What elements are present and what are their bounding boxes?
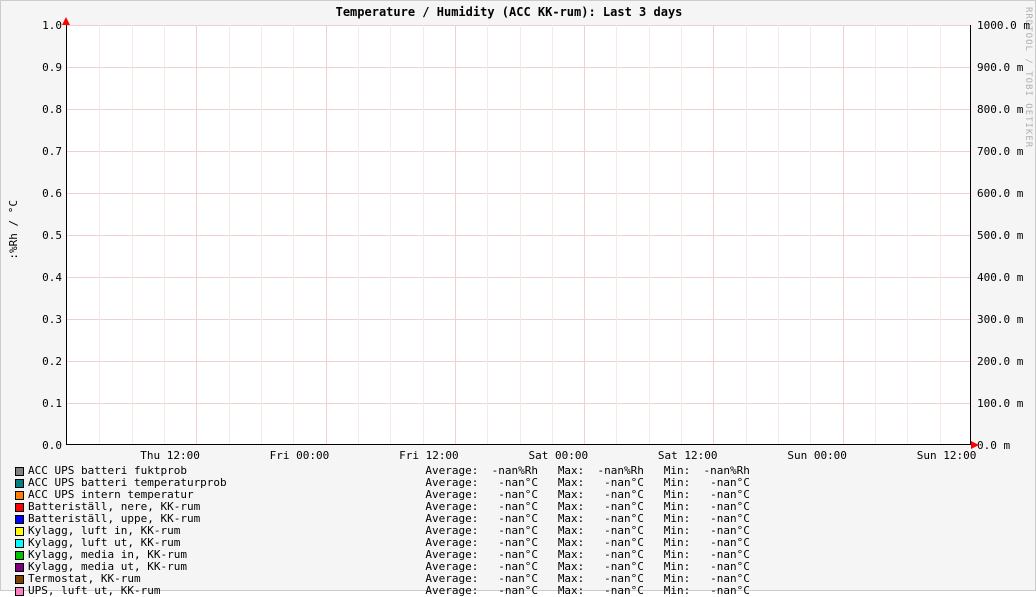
grid-line-vertical xyxy=(99,25,100,444)
grid-line-vertical xyxy=(229,25,230,444)
grid-line-horizontal xyxy=(67,361,970,362)
y-tick-right: 100.0 m xyxy=(977,397,1023,410)
y-tick-left: 0.9 xyxy=(32,61,62,74)
grid-line-horizontal xyxy=(67,277,970,278)
y-tick-right: 400.0 m xyxy=(977,271,1023,284)
grid-line-vertical xyxy=(584,25,585,444)
y-tick-right: 200.0 m xyxy=(977,355,1023,368)
y-tick-left: 0.0 xyxy=(32,439,62,452)
grid-line-horizontal xyxy=(67,403,970,404)
x-tick: Sat 00:00 xyxy=(523,449,593,462)
y-tick-left: 0.5 xyxy=(32,229,62,242)
grid-line-vertical xyxy=(326,25,327,444)
x-tick: Sun 00:00 xyxy=(782,449,852,462)
y-tick-right: 600.0 m xyxy=(977,187,1023,200)
grid-line-vertical xyxy=(843,25,844,444)
y-tick-right: 500.0 m xyxy=(977,229,1023,242)
grid-line-vertical xyxy=(261,25,262,444)
grid-line-vertical xyxy=(293,25,294,444)
grid-line-horizontal xyxy=(67,235,970,236)
y-tick-right: 300.0 m xyxy=(977,313,1023,326)
y-tick-left: 1.0 xyxy=(32,19,62,32)
legend-swatch xyxy=(15,467,24,476)
grid-line-vertical xyxy=(940,25,941,444)
y-tick-left: 0.4 xyxy=(32,271,62,284)
legend-row: UPS, luft ut, KK-rum Average: -nan°C Max… xyxy=(15,585,750,597)
grid-line-vertical xyxy=(778,25,779,444)
chart-title: Temperature / Humidity (ACC KK-rum): Las… xyxy=(1,5,1017,19)
grid-line-vertical xyxy=(907,25,908,444)
plot-area xyxy=(66,25,971,445)
grid-line-vertical xyxy=(810,25,811,444)
y-tick-right: 800.0 m xyxy=(977,103,1023,116)
y-tick-right: 900.0 m xyxy=(977,61,1023,74)
legend-min: Min: -nan°C xyxy=(664,585,750,597)
legend-swatch xyxy=(15,491,24,500)
grid-line-vertical xyxy=(520,25,521,444)
grid-line-vertical xyxy=(196,25,197,444)
legend-swatch xyxy=(15,515,24,524)
grid-line-horizontal xyxy=(67,67,970,68)
legend-swatch xyxy=(15,527,24,536)
legend-swatch xyxy=(15,587,24,596)
x-tick: Thu 12:00 xyxy=(135,449,205,462)
axis-arrow-right-icon xyxy=(971,441,979,449)
x-tick: Fri 12:00 xyxy=(394,449,464,462)
grid-line-vertical xyxy=(164,25,165,444)
legend-series-name: UPS, luft ut, KK-rum xyxy=(28,585,425,597)
grid-line-vertical xyxy=(455,25,456,444)
grid-line-vertical xyxy=(746,25,747,444)
y-tick-left: 0.1 xyxy=(32,397,62,410)
legend-max: Max: -nan°C xyxy=(558,585,664,597)
grid-line-vertical xyxy=(713,25,714,444)
grid-line-vertical xyxy=(390,25,391,444)
legend-average: Average: -nan°C xyxy=(425,585,557,597)
grid-line-vertical xyxy=(552,25,553,444)
legend: ACC UPS batteri fuktprob Average: -nan%R… xyxy=(15,465,750,597)
grid-line-vertical xyxy=(358,25,359,444)
y-tick-right: 700.0 m xyxy=(977,145,1023,158)
grid-line-vertical xyxy=(649,25,650,444)
legend-swatch xyxy=(15,563,24,572)
y-tick-left: 0.8 xyxy=(32,103,62,116)
legend-swatch xyxy=(15,479,24,488)
grid-line-horizontal xyxy=(67,25,970,26)
grid-line-horizontal xyxy=(67,319,970,320)
grid-line-vertical xyxy=(132,25,133,444)
y-tick-right: 1000.0 m xyxy=(977,19,1030,32)
x-tick: Fri 00:00 xyxy=(264,449,334,462)
y-tick-left: 0.3 xyxy=(32,313,62,326)
legend-swatch xyxy=(15,503,24,512)
x-tick: Sat 12:00 xyxy=(653,449,723,462)
x-tick: Sun 12:00 xyxy=(912,449,982,462)
y-tick-left: 0.6 xyxy=(32,187,62,200)
y-axis-label: :%Rh / °C xyxy=(7,200,20,260)
legend-swatch xyxy=(15,575,24,584)
grid-line-vertical xyxy=(616,25,617,444)
legend-swatch xyxy=(15,539,24,548)
grid-line-vertical xyxy=(487,25,488,444)
grid-line-vertical xyxy=(681,25,682,444)
grid-line-horizontal xyxy=(67,109,970,110)
grid-line-vertical xyxy=(875,25,876,444)
y-tick-left: 0.7 xyxy=(32,145,62,158)
grid-line-horizontal xyxy=(67,193,970,194)
y-tick-left: 0.2 xyxy=(32,355,62,368)
legend-swatch xyxy=(15,551,24,560)
axis-arrow-up-icon xyxy=(62,17,70,25)
grid-line-horizontal xyxy=(67,151,970,152)
y-tick-right: 0.0 m xyxy=(977,439,1010,452)
rrd-chart: Temperature / Humidity (ACC KK-rum): Las… xyxy=(0,0,1036,591)
grid-line-vertical xyxy=(423,25,424,444)
